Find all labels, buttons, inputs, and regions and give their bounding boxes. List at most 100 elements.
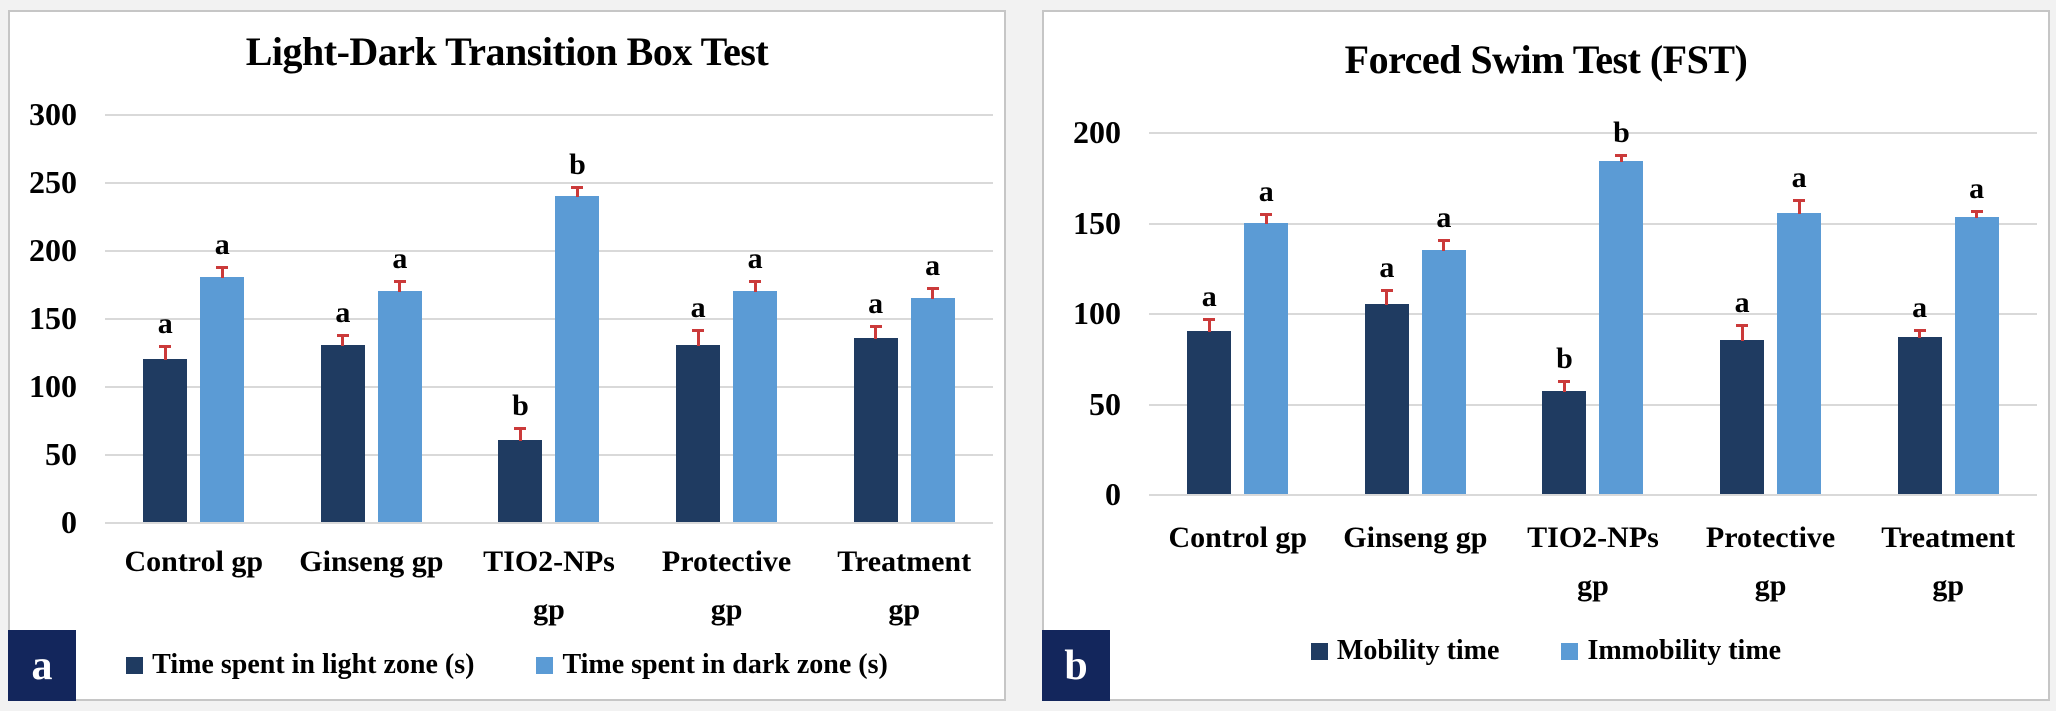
category-label-line: gp — [533, 593, 565, 626]
error-bar-stem — [575, 186, 579, 197]
error-bar — [1558, 379, 1571, 392]
bar-series-1: b — [498, 390, 543, 522]
error-bar-stem — [1740, 323, 1744, 342]
x-axis-labels: Control gp Ginseng gp TIO2-NPs gp Protective… — [105, 538, 993, 634]
category-label: Treatment gp — [815, 538, 993, 634]
gridline — [105, 522, 993, 524]
error-bar — [926, 286, 939, 299]
y-tick-label: 100 — [1073, 295, 1121, 331]
legend-marker — [126, 656, 144, 674]
error-bar-stem — [1442, 238, 1446, 251]
significance-letter: b — [569, 148, 586, 182]
legend-item: Time spent in light zone (s) — [126, 649, 474, 681]
y-tick-label: 100 — [29, 367, 77, 404]
significance-letter: a — [214, 228, 230, 262]
category-label-line: Ginseng gp — [1343, 521, 1488, 554]
significance-letter: a — [335, 296, 351, 330]
significance-letter: a — [1791, 160, 1807, 194]
gridline — [105, 385, 993, 388]
significance-letter: a — [747, 241, 763, 275]
gridline — [1149, 222, 2037, 225]
error-bar-stem — [341, 334, 345, 347]
error-bar — [336, 334, 349, 347]
error-bar-stem — [696, 328, 700, 347]
error-bar — [1260, 213, 1273, 224]
y-tick-label: 0 — [1105, 476, 1121, 512]
error-bar — [692, 328, 705, 347]
bar-series-1: a — [320, 298, 365, 522]
bar-series-2: a — [910, 250, 955, 522]
error-bar-stem — [931, 286, 935, 299]
error-bar — [1203, 318, 1216, 333]
bar-series-2: a — [377, 243, 422, 522]
y-tick-label: 150 — [29, 300, 77, 336]
panel-light-dark-test: Light-Dark Transition Box Test 0 50 100 150… — [8, 10, 1006, 701]
error-bar-stem — [1385, 289, 1389, 305]
error-bar — [1793, 198, 1806, 215]
category-label: Protective gp — [638, 538, 816, 634]
category-label-line: gp — [1577, 569, 1609, 602]
bar-series-2: b — [1599, 117, 1644, 494]
legend-label: Time spent in dark zone (s) — [562, 649, 888, 680]
legend-item: Time spent in dark zone (s) — [536, 649, 888, 681]
error-bar — [1437, 238, 1450, 251]
error-bar-stem — [1562, 379, 1566, 392]
bar-series-2: a — [200, 230, 245, 522]
category-label-line: gp — [1754, 569, 1787, 602]
bar-series-1: b — [1542, 343, 1587, 494]
error-bar-stem — [163, 345, 167, 360]
category-label: Ginseng gp — [283, 538, 461, 634]
gridline — [105, 181, 993, 184]
significance-letter: b — [1556, 341, 1573, 375]
category-label-line: Control gp — [124, 545, 264, 578]
error-bar-stem — [398, 279, 402, 292]
error-bar — [1913, 329, 1926, 338]
error-bar-stem — [1207, 318, 1211, 333]
significance-letter: a — [1436, 200, 1452, 234]
bar-series-1: a — [853, 288, 898, 522]
category-label-line: Control gp — [1168, 521, 1308, 554]
chart-title: Forced Swim Test (FST) — [1344, 37, 1748, 82]
significance-letter: a — [868, 286, 884, 320]
gridline — [105, 318, 993, 320]
panel-letter-badge: a — [8, 630, 76, 701]
significance-letter: a — [1912, 291, 1928, 325]
panel-letter-badge: b — [1042, 630, 1110, 701]
category-label: Control gp — [105, 538, 283, 634]
significance-letter: b — [1613, 115, 1630, 149]
bar-series-1: a — [1720, 287, 1765, 494]
y-tick-label: 150 — [1073, 204, 1121, 241]
error-bar-stem — [1797, 198, 1801, 215]
significance-letter: b — [512, 388, 529, 422]
error-bar-stem — [753, 279, 757, 292]
category-label: Control gp — [1149, 514, 1327, 610]
y-tick-label: 0 — [61, 504, 77, 540]
error-bar — [1970, 209, 1983, 219]
bar-series-1: a — [676, 292, 721, 522]
legend: Time spent in light zone (s) Time spent i… — [10, 649, 1004, 681]
gridline — [105, 249, 993, 252]
error-bar-stem — [874, 324, 878, 340]
error-bar-stem — [1975, 209, 1979, 219]
significance-letter: a — [392, 241, 408, 275]
error-bar — [1615, 153, 1628, 162]
legend-item: Immobility time — [1561, 635, 1781, 667]
bar-series-2: a — [733, 243, 778, 522]
legend-item: Mobility time — [1310, 635, 1499, 667]
y-tick-label: 300 — [29, 96, 77, 132]
bar-series-1: a — [143, 309, 188, 522]
error-bar-stem — [1264, 213, 1268, 224]
gridline — [105, 114, 993, 116]
legend-marker — [1561, 642, 1579, 660]
error-bar-stem — [1918, 329, 1922, 338]
y-tick-label: 50 — [1089, 385, 1121, 422]
